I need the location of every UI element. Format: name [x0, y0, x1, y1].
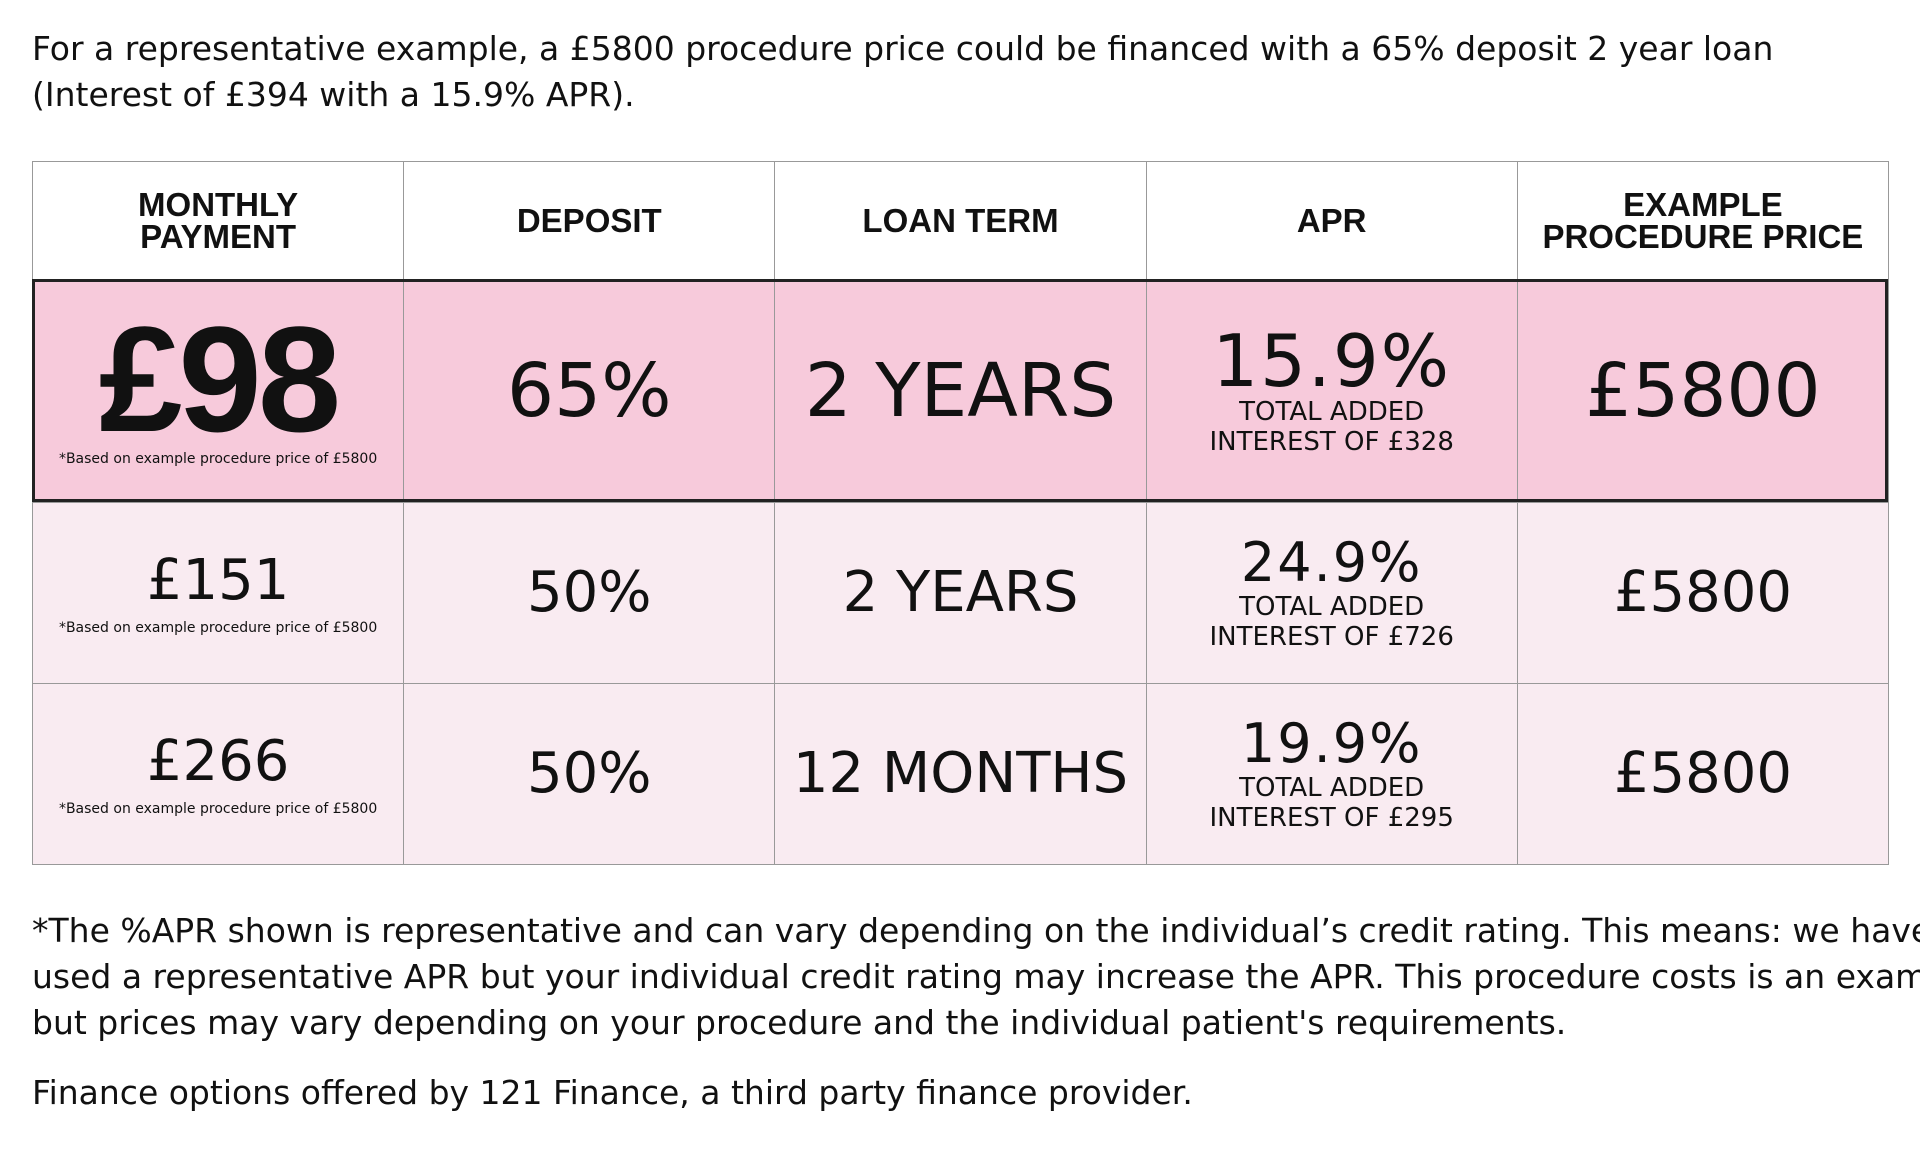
loan-term: 2 YEARS	[804, 348, 1117, 434]
table-cell: 2 YEARS	[774, 502, 1147, 684]
header-text: EXAMPLE	[1623, 185, 1783, 223]
deposit: 50%	[527, 741, 652, 806]
apr: 15.9%	[1212, 319, 1452, 403]
table-cell: 50%	[403, 683, 776, 865]
header-cell: MONTHLY PAYMENT	[32, 161, 405, 280]
header-text: MONTHLY	[138, 185, 299, 223]
apr-note: TOTAL ADDED	[1239, 592, 1425, 622]
monthly-payment: £98	[98, 295, 341, 463]
table-cell: £151 *Based on example procedure price of…	[32, 502, 405, 684]
monthly-payment: £266	[146, 729, 290, 794]
intro-text: (Interest of £394 with a 15.9% APR).	[32, 75, 635, 114]
footer-text: but prices may vary depending on your pr…	[32, 1003, 1567, 1042]
footer-text: *The %APR shown is representative and ca…	[32, 911, 1920, 950]
apr-note: TOTAL ADDED	[1239, 397, 1425, 427]
table-cell: 19.9% TOTAL ADDED INTEREST OF £295	[1145, 683, 1518, 865]
payment-note: *Based on example procedure price of £58…	[58, 801, 378, 817]
price: £5800	[1613, 741, 1792, 806]
price: £5800	[1585, 348, 1821, 434]
monthly-payment: £151	[146, 548, 290, 613]
payment-note: *Based on example procedure price of £58…	[58, 451, 378, 467]
table-cell: £5800	[1516, 683, 1889, 865]
table-cell: 2 YEARS	[774, 279, 1147, 503]
table-cell: 15.9% TOTAL ADDED INTEREST OF £328	[1145, 279, 1518, 503]
table-cell: £5800	[1516, 502, 1889, 684]
table-cell: £5800	[1516, 279, 1889, 503]
payment-note: *Based on example procedure price of £58…	[58, 620, 378, 636]
apr: 24.9%	[1240, 531, 1423, 594]
table-cell: 24.9% TOTAL ADDED INTEREST OF £726	[1145, 502, 1518, 684]
deposit: 65%	[507, 348, 672, 434]
apr: 19.9%	[1240, 712, 1423, 775]
table-cell: £98 *Based on example procedure price of …	[32, 279, 405, 503]
apr-note: INTEREST OF £726	[1209, 622, 1454, 652]
intro-text: For a representative example, a £5800 pr…	[32, 29, 1774, 68]
header-text: DEPOSIT	[516, 201, 662, 239]
footer-text: used a representative APR but your indiv…	[32, 957, 1920, 996]
header-cell: EXAMPLE PROCEDURE PRICE	[1516, 161, 1889, 280]
apr-note: INTEREST OF £328	[1209, 427, 1454, 457]
header-text: APR	[1296, 201, 1367, 239]
loan-term: 12 MONTHS	[792, 741, 1129, 806]
loan-term: 2 YEARS	[842, 560, 1079, 625]
table-cell: 12 MONTHS	[774, 683, 1147, 865]
header-text: PROCEDURE PRICE	[1542, 217, 1864, 255]
header-cell: DEPOSIT	[403, 161, 776, 280]
apr-note: INTEREST OF £295	[1209, 803, 1454, 833]
header-text: LOAN TERM	[862, 201, 1059, 239]
table-cell: £266 *Based on example procedure price of…	[32, 683, 405, 865]
price: £5800	[1613, 560, 1792, 625]
footer-text: Finance options offered by 121 Finance, …	[32, 1073, 1193, 1112]
header-cell: APR	[1145, 161, 1518, 280]
table-cell: 50%	[403, 502, 776, 684]
apr-note: TOTAL ADDED	[1239, 773, 1425, 803]
highlight-border	[32, 279, 1888, 502]
header-text: PAYMENT	[140, 217, 297, 255]
header-cell: LOAN TERM	[774, 161, 1147, 280]
deposit: 50%	[527, 560, 652, 625]
